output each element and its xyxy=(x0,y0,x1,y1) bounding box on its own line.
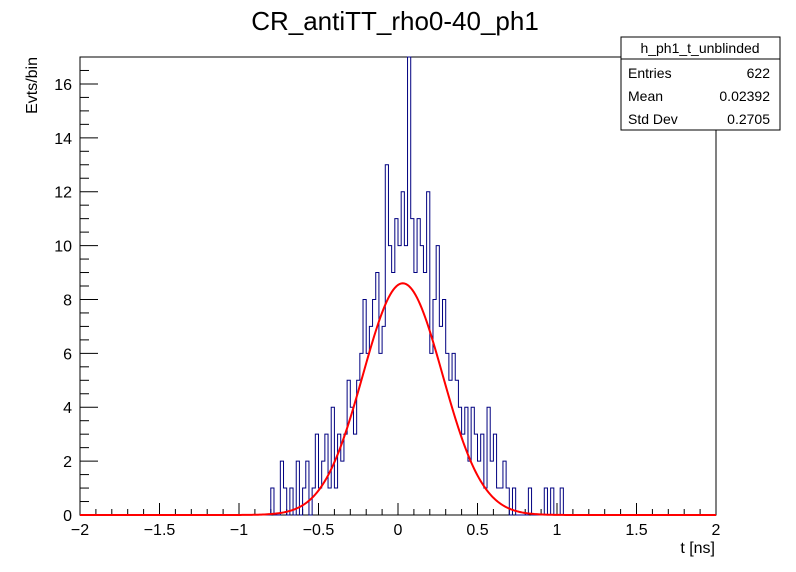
x-tick-label: 2 xyxy=(712,522,721,539)
y-tick-label: 0 xyxy=(63,508,72,525)
fit-series xyxy=(80,282,716,516)
x-tick-label: −1 xyxy=(230,522,248,539)
y-tick-label: 14 xyxy=(54,131,72,148)
stats-stddev-label: Std Dev xyxy=(628,111,678,127)
y-tick-label: 8 xyxy=(63,292,72,309)
stats-stddev-value: 0.2705 xyxy=(727,111,770,127)
gaussian-fit-curve xyxy=(80,282,716,516)
x-tick-label: 0 xyxy=(394,522,403,539)
x-tick-label: −1.5 xyxy=(144,522,176,539)
y-tick-label: 6 xyxy=(63,346,72,363)
x-tick-label: 1.5 xyxy=(625,522,647,539)
stats-box: h_ph1_t_unblinded Entries 622 Mean 0.023… xyxy=(620,36,781,131)
stats-entries-label: Entries xyxy=(628,65,672,81)
y-axis-ticks: 0 2 4 6 8 10 12 14 16 xyxy=(54,77,98,525)
y-axis-title: Evts/bin xyxy=(24,57,41,114)
x-tick-label: 1 xyxy=(553,522,562,539)
y-tick-label: 12 xyxy=(54,185,72,202)
stats-box-border xyxy=(620,36,781,131)
y-tick-label: 16 xyxy=(54,77,72,94)
x-tick-label: −0.5 xyxy=(303,522,335,539)
x-axis-ticks: −2 −1.5 −1 −0.5 0 0.5 1 1.5 2 xyxy=(71,503,721,539)
y-tick-label: 2 xyxy=(63,454,72,471)
x-tick-label: −2 xyxy=(71,522,89,539)
stats-mean-value: 0.02392 xyxy=(719,88,770,104)
chart-title: CR_antiTT_rho0-40_ph1 xyxy=(251,6,539,36)
stats-entries-value: 622 xyxy=(747,65,771,81)
x-axis-title: t [ns] xyxy=(680,540,715,557)
stats-histogram-name: h_ph1_t_unblinded xyxy=(640,40,759,56)
stats-mean-label: Mean xyxy=(628,88,663,104)
y-tick-label: 10 xyxy=(54,239,72,256)
y-tick-label: 4 xyxy=(63,400,72,417)
x-tick-label: 0.5 xyxy=(466,522,488,539)
